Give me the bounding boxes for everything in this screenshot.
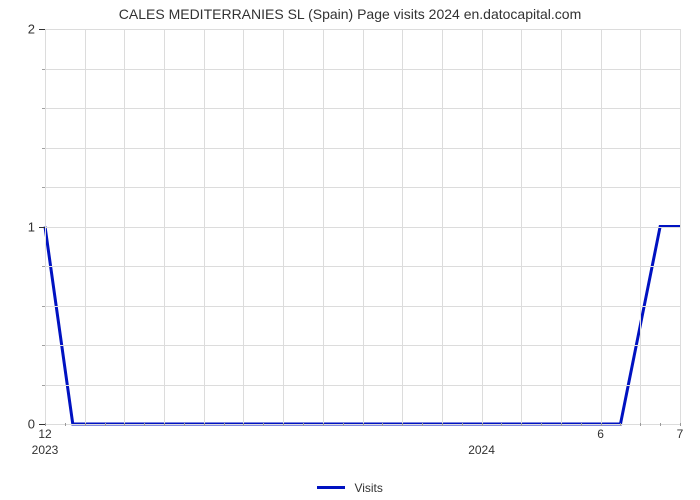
x-minor-tick (263, 423, 264, 426)
x-minor-tick (620, 423, 621, 426)
y-minor-tick (42, 385, 45, 386)
gridline-horizontal (45, 29, 680, 30)
x-minor-tick (85, 423, 86, 426)
gridline-horizontal (45, 266, 680, 267)
y-minor-tick (42, 345, 45, 346)
plot-area: 012126720232024 (45, 28, 680, 423)
x-minor-tick (363, 423, 364, 426)
gridline-horizontal (45, 227, 680, 228)
gridline-horizontal (45, 187, 680, 188)
gridline-vertical (680, 29, 681, 423)
y-minor-tick (42, 108, 45, 109)
y-minor-tick (42, 266, 45, 267)
y-minor-tick (42, 187, 45, 188)
x-minor-tick (124, 423, 125, 426)
x-year-label: 2023 (32, 423, 59, 457)
x-minor-tick (144, 423, 145, 426)
x-minor-tick (204, 423, 205, 426)
y-tick-mark (39, 227, 45, 228)
gridline-horizontal (45, 385, 680, 386)
gridline-horizontal (45, 108, 680, 109)
x-minor-tick (283, 423, 284, 426)
x-minor-tick (640, 423, 641, 426)
x-minor-tick (105, 423, 106, 426)
x-minor-tick (402, 423, 403, 426)
y-tick-mark (39, 29, 45, 30)
x-minor-tick (382, 423, 383, 426)
x-minor-tick (45, 423, 46, 426)
gridline-horizontal (45, 345, 680, 346)
x-minor-tick (224, 423, 225, 426)
x-minor-tick (243, 423, 244, 426)
x-minor-tick (521, 423, 522, 426)
x-minor-tick (323, 423, 324, 426)
x-minor-tick (442, 423, 443, 426)
y-minor-tick (42, 69, 45, 70)
x-minor-tick (462, 423, 463, 426)
x-minor-tick (422, 423, 423, 426)
y-minor-tick (42, 148, 45, 149)
y-minor-tick (42, 306, 45, 307)
x-minor-tick (65, 423, 66, 426)
x-minor-tick (184, 423, 185, 426)
legend: Visits (0, 480, 700, 495)
gridline-horizontal (45, 306, 680, 307)
gridline-horizontal (45, 69, 680, 70)
legend-swatch (317, 486, 345, 489)
gridline-horizontal (45, 148, 680, 149)
x-year-label: 2024 (468, 423, 495, 457)
x-minor-tick (482, 423, 483, 426)
x-minor-tick (680, 423, 681, 426)
chart-container: CALES MEDITERRANIES SL (Spain) Page visi… (0, 0, 700, 500)
x-minor-tick (164, 423, 165, 426)
x-minor-tick (660, 423, 661, 426)
x-minor-tick (541, 423, 542, 426)
legend-label: Visits (354, 481, 382, 495)
x-minor-tick (561, 423, 562, 426)
x-minor-tick (343, 423, 344, 426)
x-minor-tick (581, 423, 582, 426)
x-minor-tick (501, 423, 502, 426)
chart-title: CALES MEDITERRANIES SL (Spain) Page visi… (0, 6, 700, 22)
x-minor-tick (601, 423, 602, 426)
x-minor-tick (303, 423, 304, 426)
